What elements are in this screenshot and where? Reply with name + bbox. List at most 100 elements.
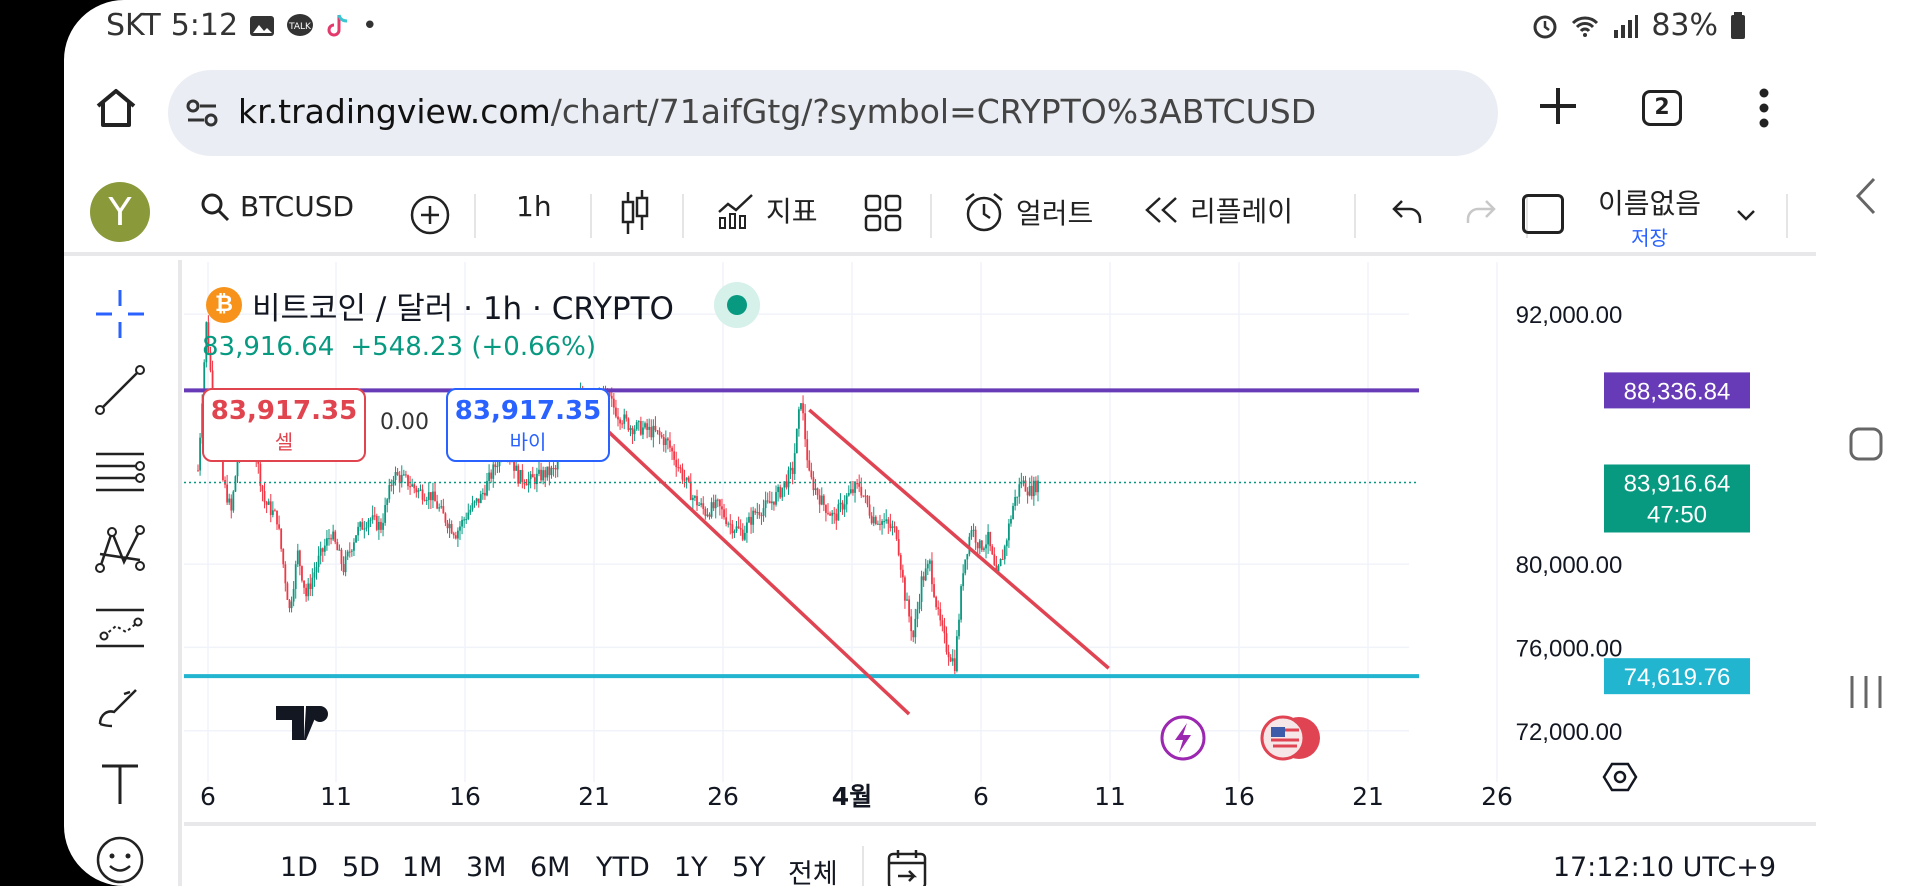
- chart-title: 비트코인 / 달러 · 1h · CRYPTO: [252, 290, 674, 327]
- candle: [879, 523, 881, 525]
- candle: [956, 636, 958, 672]
- candle: [752, 510, 755, 525]
- range-3m[interactable]: 3M: [466, 852, 507, 883]
- candle: [392, 479, 395, 486]
- candle: [321, 548, 324, 552]
- emoji-icon[interactable]: [94, 834, 146, 886]
- candle: [912, 631, 915, 638]
- forecast-icon[interactable]: [94, 602, 146, 654]
- url-bar[interactable]: kr.tradingview.com/chart/71aifGtg/?symbo…: [168, 70, 1498, 156]
- tradingview-logo: [276, 706, 328, 740]
- candle: [976, 542, 979, 549]
- replay-icon: [1145, 197, 1177, 223]
- alerts-button[interactable]: 얼러트: [962, 190, 1093, 234]
- chevron-down-icon[interactable]: [1736, 208, 1756, 222]
- candle: [323, 545, 326, 552]
- undo-icon[interactable]: [1390, 196, 1424, 230]
- candle: [550, 467, 553, 476]
- candle: [407, 475, 409, 487]
- trendline-icon[interactable]: [94, 364, 146, 416]
- tab-count-button[interactable]: 2: [1642, 90, 1682, 126]
- crosshair-icon[interactable]: [94, 288, 146, 340]
- candle: [452, 533, 455, 536]
- candle: [463, 519, 466, 521]
- candle: [712, 502, 715, 509]
- layouts-icon[interactable]: [864, 194, 902, 232]
- candle: [997, 565, 1000, 572]
- candle: [405, 474, 407, 476]
- range-1m[interactable]: 1M: [402, 852, 443, 883]
- avatar[interactable]: Y: [90, 182, 150, 242]
- candle: [398, 474, 401, 483]
- candle: [288, 599, 291, 609]
- goto-date-icon[interactable]: [886, 848, 928, 886]
- range-all[interactable]: 전체: [788, 859, 838, 886]
- site-settings-icon[interactable]: [186, 98, 218, 128]
- candle: [496, 466, 499, 468]
- candle: [342, 563, 345, 573]
- candle: [671, 447, 673, 452]
- candle: [409, 486, 411, 488]
- new-tab-icon[interactable]: [1534, 82, 1582, 130]
- pattern-icon[interactable]: [94, 524, 146, 576]
- range-5y[interactable]: 5Y: [732, 852, 766, 883]
- candle: [754, 510, 757, 513]
- range-5d[interactable]: 5D: [342, 852, 380, 883]
- candle: [822, 495, 825, 505]
- range-6m[interactable]: 6M: [530, 852, 571, 883]
- brush-icon[interactable]: [94, 680, 146, 732]
- candle: [471, 503, 474, 510]
- candle: [423, 499, 426, 501]
- candle: [382, 522, 384, 530]
- symbol-search-button[interactable]: BTCUSD: [200, 190, 354, 223]
- candle: [615, 407, 617, 417]
- candle: [795, 428, 798, 454]
- menu-icon[interactable]: [1758, 88, 1770, 128]
- flag-stripes: [1271, 728, 1299, 748]
- candle: [943, 625, 946, 634]
- buy-button[interactable]: 83,917.35 바이: [446, 388, 610, 462]
- candle: [612, 398, 615, 408]
- redo-icon[interactable]: [1464, 196, 1498, 230]
- candle: [750, 516, 752, 525]
- indicators-button[interactable]: 지표: [716, 190, 818, 230]
- recents-icon[interactable]: [1846, 672, 1886, 712]
- candle: [519, 470, 522, 484]
- candle: [538, 469, 540, 474]
- candle: [999, 558, 1002, 566]
- range-1d[interactable]: 1D: [280, 852, 318, 883]
- candle: [459, 526, 461, 531]
- carrier: SKT: [106, 8, 161, 43]
- candle: [396, 471, 399, 475]
- interval-button[interactable]: 1h: [516, 190, 552, 223]
- layout-save-button[interactable]: 이름없음 저장: [1598, 182, 1701, 251]
- candle: [427, 492, 430, 500]
- candle: [554, 468, 557, 470]
- price-chart[interactable]: 92,000.00 80,000.00 76,000.00 72,000.00 88,3…: [184, 262, 1816, 820]
- candle: [652, 425, 655, 438]
- candle: [328, 538, 330, 540]
- x-tick-label: 11: [320, 782, 352, 811]
- range-ytd[interactable]: YTD: [596, 852, 650, 883]
- candle: [290, 601, 293, 609]
- fullscreen-button[interactable]: [1522, 194, 1564, 234]
- home-icon[interactable]: [94, 86, 138, 130]
- candle: [390, 485, 393, 487]
- sell-button[interactable]: 83,917.35 셀: [202, 388, 366, 462]
- candle: [864, 495, 867, 497]
- trendline: [575, 400, 911, 716]
- candle: [760, 515, 763, 517]
- home-nav-icon[interactable]: [1848, 426, 1884, 462]
- candle: [197, 470, 199, 472]
- candle: [386, 499, 389, 505]
- candle: [773, 501, 775, 505]
- chart-clock[interactable]: 17:12:10 UTC+9: [1552, 852, 1776, 883]
- compare-symbol-icon[interactable]: [409, 194, 451, 236]
- range-1y[interactable]: 1Y: [674, 852, 708, 883]
- fib-retracement-icon[interactable]: [94, 446, 146, 498]
- replay-button[interactable]: 리플레이: [1144, 190, 1293, 230]
- candles-icon[interactable]: [620, 188, 650, 238]
- text-tool-icon[interactable]: [94, 758, 146, 810]
- candle: [490, 472, 493, 479]
- back-icon[interactable]: [1854, 176, 1878, 216]
